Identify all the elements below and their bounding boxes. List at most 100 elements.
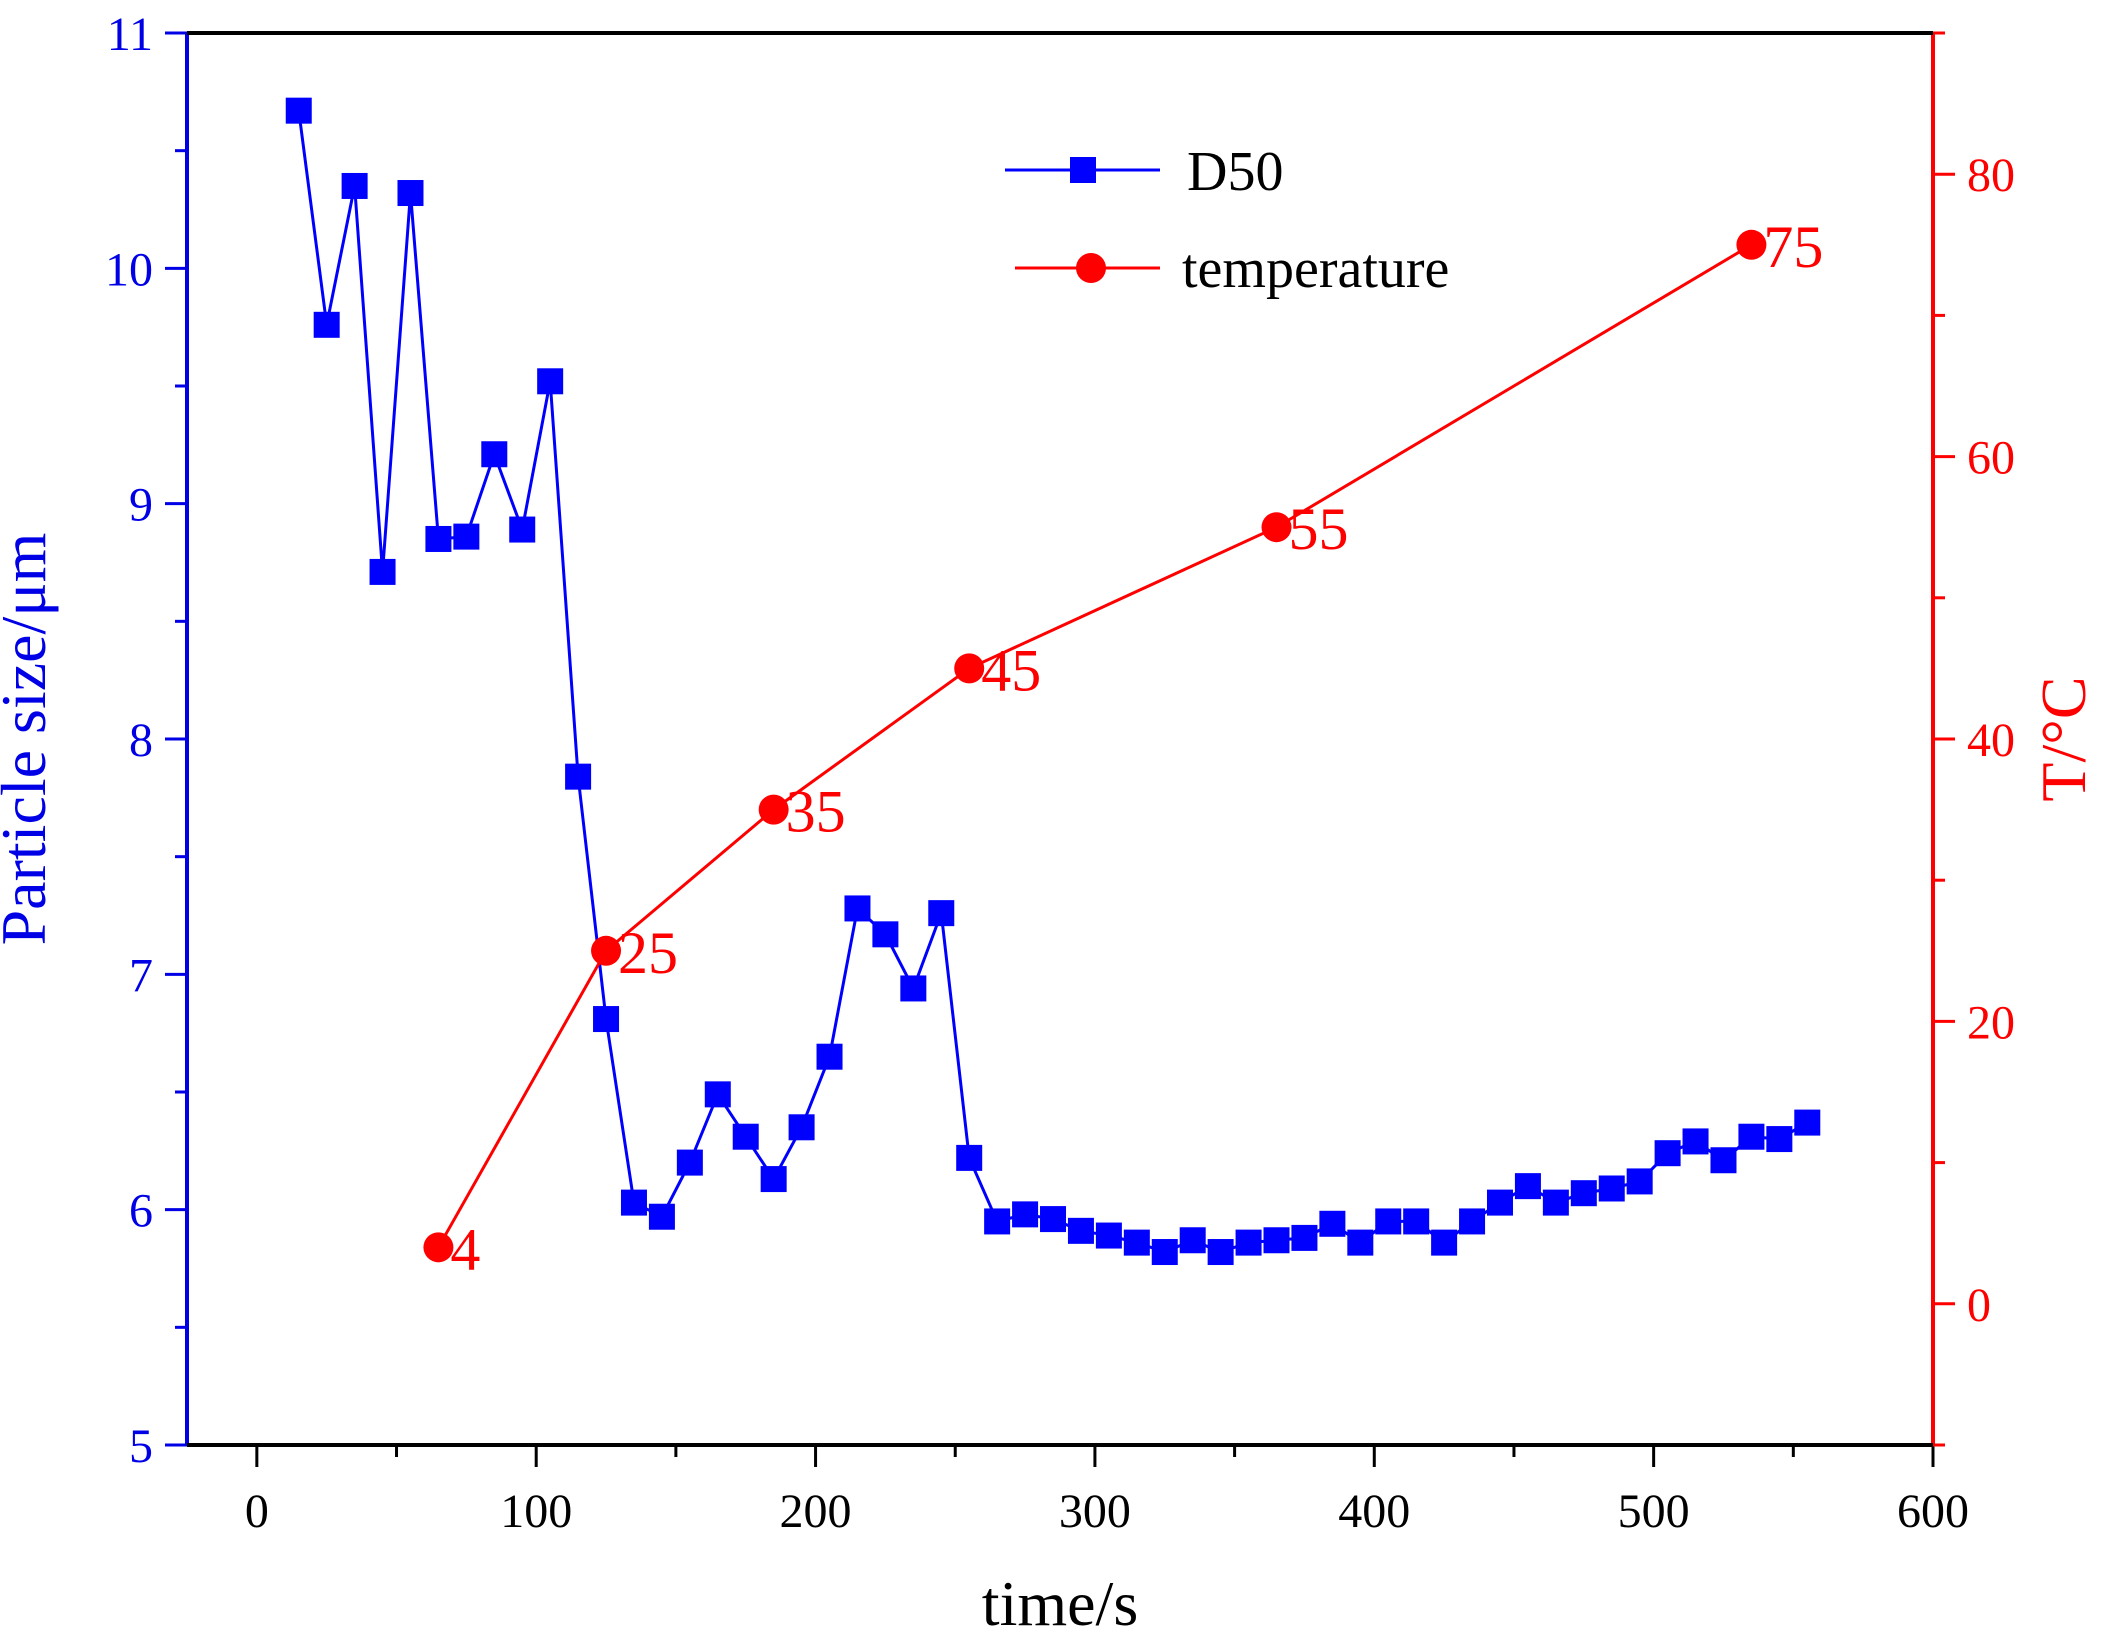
d50-point [1151, 1239, 1178, 1266]
x-tick-label: 100 [500, 1485, 572, 1538]
d50-point [425, 525, 452, 552]
x-tick-label: 500 [1618, 1485, 1690, 1538]
temperature-data-label: 4 [450, 1216, 480, 1282]
d50-point [1794, 1109, 1821, 1136]
d50-point [928, 900, 955, 927]
d50-point [1710, 1147, 1737, 1174]
d50-point [844, 895, 871, 922]
d50-point [481, 441, 508, 468]
d50-point [1654, 1140, 1681, 1167]
legend-d50-label: D50 [1187, 141, 1283, 203]
d50-point [1040, 1206, 1067, 1233]
d50-point [732, 1123, 759, 1150]
left-axis-title: Particle size/μm [0, 533, 59, 946]
x-tick-label: 200 [780, 1485, 852, 1538]
d50-point [1207, 1239, 1234, 1266]
legend: D50 temperature [1005, 141, 1449, 300]
y-right-tick-label: 20 [1967, 996, 2015, 1049]
plot-frame [185, 31, 1935, 1447]
d50-point [1459, 1208, 1486, 1235]
d50-point [1067, 1217, 1094, 1244]
legend-temperature-marker [1076, 253, 1106, 283]
y-left-tick-label: 5 [129, 1420, 153, 1473]
d50-point [1626, 1168, 1653, 1195]
d50-point [704, 1081, 731, 1108]
d50-point [1403, 1208, 1430, 1235]
d50-point [1263, 1227, 1290, 1254]
y-right-tick-label: 0 [1967, 1279, 1991, 1332]
temperature-data-label: 45 [981, 637, 1041, 703]
x-tick-label: 300 [1059, 1485, 1131, 1538]
x-tick-label: 600 [1897, 1485, 1969, 1538]
d50-point [341, 172, 368, 199]
ticks: 0 100 200 300 400 500 600 5 6 7 8 9 10 11 0 20 40 60 80 [105, 8, 2015, 1538]
y-left-tick-label: 7 [129, 949, 153, 1002]
d50-point [620, 1189, 647, 1216]
right-axis-title: T/°C [2028, 676, 2099, 801]
legend-d50-marker [1070, 157, 1096, 183]
d50-point [1570, 1180, 1597, 1207]
d50-point [1012, 1201, 1039, 1228]
d50-point [1766, 1126, 1793, 1153]
d50-point [1431, 1229, 1458, 1256]
y-left-tick-label: 9 [129, 479, 153, 532]
d50-point [648, 1203, 675, 1230]
d50-point [565, 763, 592, 790]
temperature-data-label: 75 [1763, 214, 1823, 280]
d50-point [593, 1006, 620, 1033]
y-left-tick-label: 10 [105, 243, 153, 296]
d50-point [1514, 1173, 1541, 1200]
d50-point [1123, 1229, 1150, 1256]
d50-point [369, 558, 396, 585]
d50-point [1347, 1229, 1374, 1256]
d50-point [1542, 1189, 1569, 1216]
d50-point [537, 368, 564, 395]
d50-point [509, 516, 536, 543]
d50-point [900, 975, 927, 1002]
d50-point [872, 921, 899, 948]
temperature-data-label: 35 [786, 779, 846, 845]
d50-point [1598, 1175, 1625, 1202]
y-right-tick-label: 80 [1967, 149, 2015, 202]
legend-temperature-label: temperature [1182, 238, 1449, 300]
d50-point [1486, 1189, 1513, 1216]
d50-point [1291, 1224, 1318, 1251]
d50-point [1682, 1128, 1709, 1155]
d50-point [1319, 1210, 1346, 1237]
d50-point [788, 1114, 815, 1141]
temperature-point [591, 935, 622, 966]
temperature-data-label: 25 [618, 920, 678, 986]
x-tick-label: 0 [245, 1485, 269, 1538]
d50-point [453, 523, 480, 550]
y-right-tick-label: 40 [1967, 714, 2015, 767]
d50-point [956, 1144, 983, 1171]
temperature-point [954, 653, 985, 684]
d50-point [397, 180, 424, 207]
x-axis-title: time/s [982, 1568, 1138, 1639]
d50-point [1375, 1208, 1402, 1235]
y-right-tick-label: 60 [1967, 432, 2015, 485]
temperature-point [758, 794, 789, 825]
d50-point [984, 1208, 1011, 1235]
y-left-tick-label: 11 [107, 8, 153, 61]
temperature-point [423, 1232, 454, 1263]
d50-point [285, 97, 312, 124]
d50-line [297, 110, 1809, 1254]
y-left-tick-label: 8 [129, 714, 153, 767]
d50-point [676, 1149, 703, 1176]
x-tick-label: 400 [1338, 1485, 1410, 1538]
temperature-line [437, 243, 1753, 1249]
temperature-point [1261, 512, 1292, 543]
d50-point [760, 1166, 787, 1193]
d50-point [1235, 1229, 1262, 1256]
y-left-tick-label: 6 [129, 1185, 153, 1238]
series-layer: 4 25 35 45 55 75 [285, 97, 1823, 1282]
d50-point [816, 1043, 843, 1070]
temperature-data-label: 55 [1289, 496, 1349, 562]
d50-point [313, 311, 340, 338]
d50-point [1738, 1123, 1765, 1150]
temperature-point [1736, 229, 1767, 260]
d50-point [1179, 1227, 1206, 1254]
d50-point [1095, 1222, 1122, 1249]
